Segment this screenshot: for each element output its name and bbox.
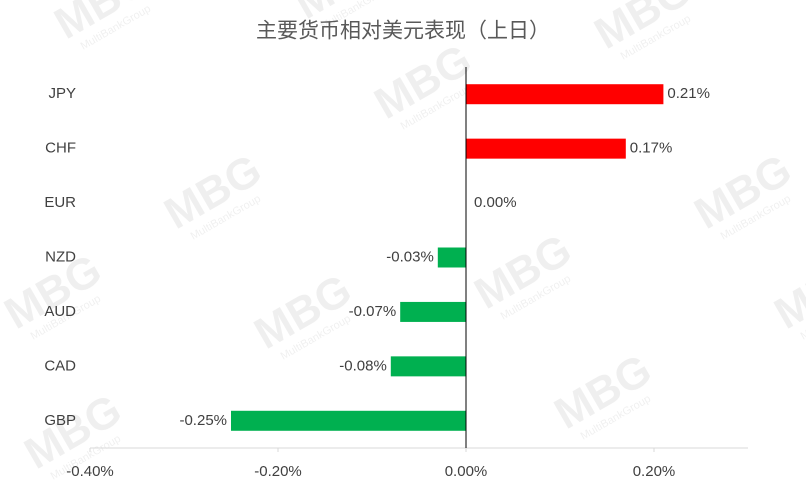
value-label: 0.21% xyxy=(667,85,710,102)
watermarks: MBGMultiBankGroupMBGMultiBankGroupMBGMul… xyxy=(0,0,806,483)
value-label: -0.25% xyxy=(179,412,227,429)
bar xyxy=(400,301,466,322)
value-label: -0.07% xyxy=(349,303,397,320)
chart-title: 主要货币相对美元表现（上日） xyxy=(256,20,550,43)
bar xyxy=(437,247,466,268)
bar xyxy=(466,138,626,159)
y-tick-label: CHF xyxy=(45,140,76,157)
y-tick-label: NZD xyxy=(45,248,76,265)
value-label: 0.17% xyxy=(630,140,673,157)
y-tick-label: AUD xyxy=(44,303,76,320)
y-tick-label: GBP xyxy=(44,412,76,429)
x-tick-label: 0.00% xyxy=(445,463,488,480)
y-tick-label: EUR xyxy=(44,194,76,211)
y-tick-label: JPY xyxy=(48,85,76,102)
x-tick-label: -0.40% xyxy=(66,463,114,480)
value-label: 0.00% xyxy=(474,194,517,211)
bar xyxy=(466,84,664,105)
bar xyxy=(231,410,466,431)
value-label: -0.03% xyxy=(386,248,434,265)
y-tick-label: CAD xyxy=(44,357,76,374)
watermark-logo: MBG xyxy=(766,245,806,339)
x-tick-label: -0.20% xyxy=(254,463,302,480)
value-label: -0.08% xyxy=(339,357,387,374)
x-tick-label: 0.20% xyxy=(633,463,676,480)
bar xyxy=(390,356,466,377)
